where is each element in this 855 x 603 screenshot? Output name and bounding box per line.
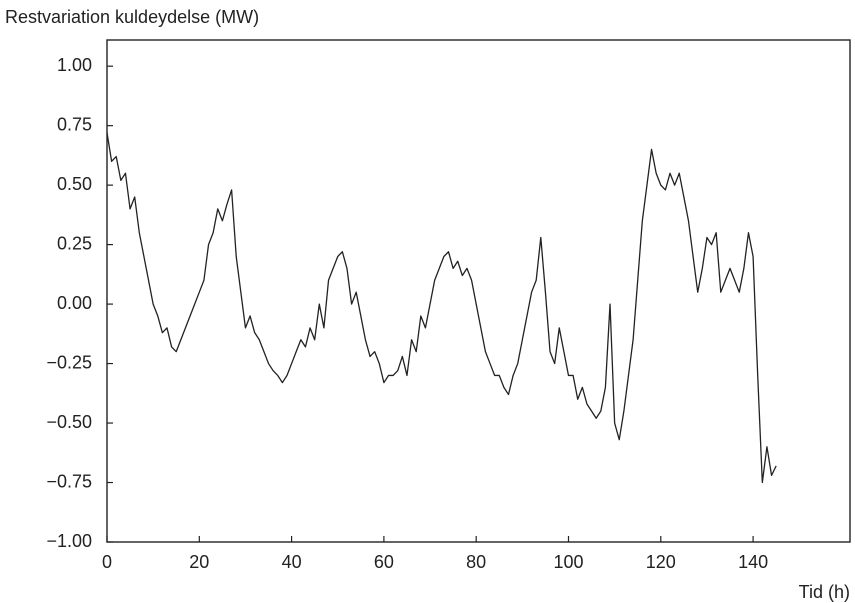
y-tick-label: 0.75: [57, 114, 92, 134]
x-tick-label: 0: [102, 552, 112, 572]
plot-frame: [106, 39, 851, 543]
x-tick-label: 20: [189, 552, 209, 572]
x-tick-label: 60: [374, 552, 394, 572]
y-tick-label: 0.00: [57, 293, 92, 313]
x-tick-label: 120: [646, 552, 676, 572]
x-axis-label: Tid (h): [799, 582, 850, 602]
data-line: [106, 132, 777, 484]
x-tick-label: 140: [738, 552, 768, 572]
y-tick-label: −0.50: [46, 412, 92, 432]
y-tick-label: −0.25: [46, 352, 92, 372]
y-tick-label: −1.00: [46, 531, 92, 551]
y-tick-label: 0.50: [57, 174, 92, 194]
x-tick-label: 80: [466, 552, 486, 572]
x-tick-label: 100: [553, 552, 583, 572]
x-tick-label: 40: [282, 552, 302, 572]
y-tick-label: 0.25: [57, 233, 92, 253]
y-axis-label: Restvariation kuldeydelse (MW): [5, 7, 259, 27]
y-tick-label: 1.00: [57, 55, 92, 75]
y-tick-label: −0.75: [46, 471, 92, 491]
